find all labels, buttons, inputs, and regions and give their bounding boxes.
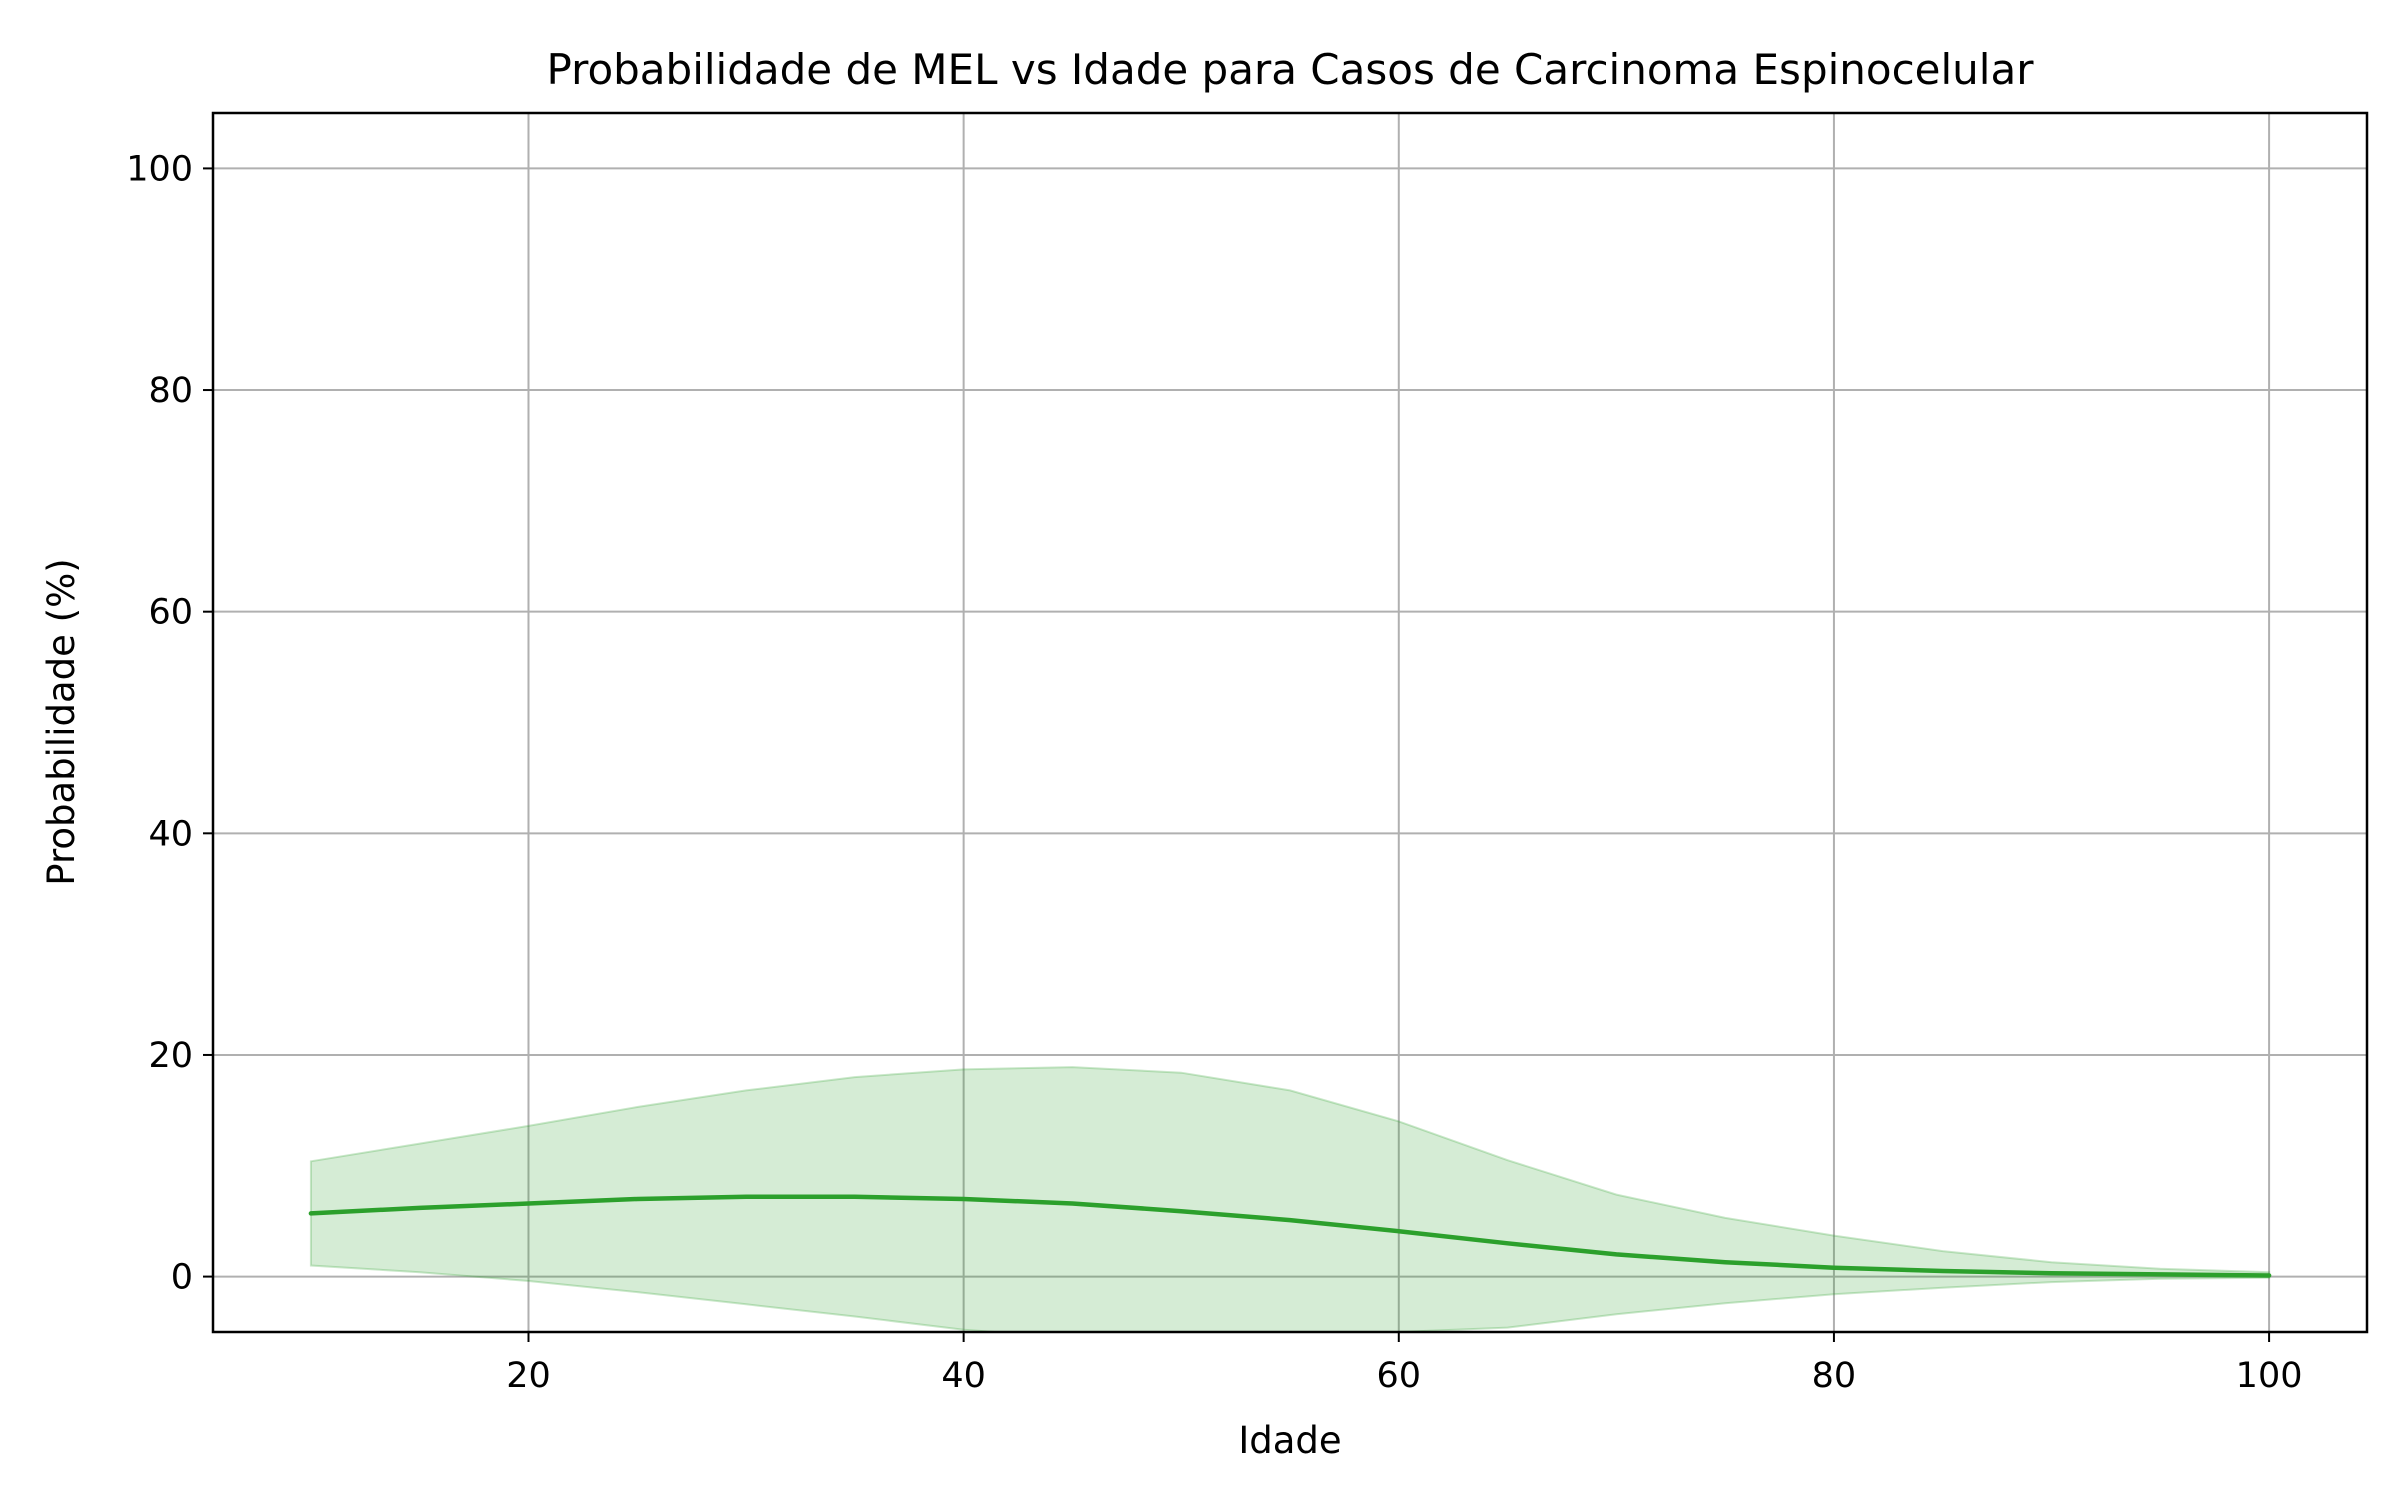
x-axis: 20 40 60 80 100 — [506, 1332, 2302, 1396]
y-tick-label: 0 — [171, 1258, 193, 1298]
x-axis-label: Idade — [1238, 1419, 1341, 1462]
y-axis: 0 20 40 60 80 100 — [126, 149, 213, 1298]
confidence-band — [309, 1066, 2271, 1332]
y-tick-label: 60 — [148, 593, 193, 633]
x-tick-label: 80 — [1812, 1356, 1857, 1396]
y-axis-label: Probabilidade (%) — [40, 558, 83, 885]
plot-area — [308, 1066, 2272, 1332]
plot-frame — [211, 111, 2369, 1334]
x-tick-label: 20 — [506, 1356, 551, 1396]
grid — [213, 113, 2367, 1332]
x-tick-label: 40 — [941, 1356, 986, 1396]
series-line — [308, 1194, 2272, 1278]
y-tick-label: 100 — [126, 149, 193, 189]
x-tick-label: 60 — [1377, 1356, 1422, 1396]
y-tick-label: 80 — [148, 371, 193, 411]
y-tick-label: 40 — [148, 814, 193, 854]
x-tick-label: 100 — [2236, 1356, 2303, 1396]
chart-title: Probabilidade de MEL vs Idade para Casos… — [547, 45, 2035, 94]
y-tick-label: 20 — [148, 1036, 193, 1076]
